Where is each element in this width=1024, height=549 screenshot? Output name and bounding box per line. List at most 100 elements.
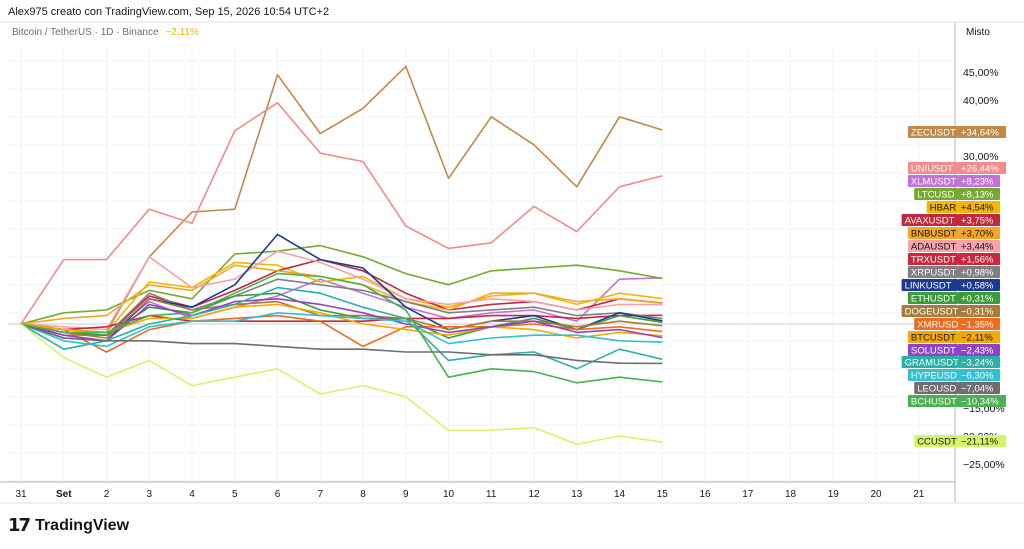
series-line-uniusdt[interactable] bbox=[20, 102, 663, 325]
x-tick-label: 13 bbox=[571, 489, 583, 500]
series-value-label: +8,23% bbox=[961, 177, 994, 188]
series-line-gramusdt[interactable] bbox=[20, 286, 663, 370]
x-tick-label: 9 bbox=[403, 489, 409, 500]
x-tick-label: 15 bbox=[657, 489, 669, 500]
series-tag-name: LEOUSD bbox=[917, 384, 956, 395]
series-lines bbox=[20, 65, 663, 446]
x-tick-label: Set bbox=[56, 489, 72, 500]
series-tag-name: BNBUSDT bbox=[911, 229, 957, 240]
series-line-adausdt[interactable] bbox=[20, 250, 663, 331]
series-tag-name: SOLUSDT bbox=[911, 346, 956, 357]
series-tag-hypeusd bbox=[907, 369, 958, 381]
series-value-label: −2,11% bbox=[961, 333, 993, 344]
series-value-tag-xrpusdt bbox=[958, 266, 1000, 278]
series-tag-ethusdt bbox=[907, 292, 958, 304]
series-line-dogeusdt[interactable] bbox=[20, 297, 663, 339]
y-tick-label: 30,00% bbox=[963, 151, 999, 163]
series-tag-avaxusdt bbox=[901, 214, 958, 226]
series-line-xrpusdt[interactable] bbox=[20, 278, 663, 337]
series-value-tag-hbar bbox=[958, 201, 1000, 213]
x-tick-label: 4 bbox=[189, 489, 195, 500]
series-line-zecusdt[interactable] bbox=[20, 65, 663, 334]
series-tag-linkusdt bbox=[901, 279, 958, 291]
series-tag-name: CCUSDT bbox=[917, 437, 957, 448]
x-tick-label: 5 bbox=[232, 489, 238, 500]
series-tag-name: GRAMUSDT bbox=[905, 358, 960, 369]
symbol-change: −2,11% bbox=[165, 27, 199, 38]
series-value-tag-hypeusd bbox=[958, 369, 1000, 381]
series-value-label: −3,24% bbox=[961, 358, 994, 369]
series-value-label: +34,64% bbox=[961, 128, 999, 139]
series-value-tag-btcusdt bbox=[958, 331, 1000, 343]
series-line-btcusdt[interactable] bbox=[20, 303, 663, 339]
series-line-ccusdt[interactable] bbox=[20, 323, 663, 446]
series-line-solusdt[interactable] bbox=[20, 297, 663, 342]
series-value-label: −0,31% bbox=[961, 307, 994, 318]
series-line-hbar[interactable] bbox=[20, 261, 663, 334]
x-tick-label: 17 bbox=[742, 489, 754, 500]
series-tag-name: XLMUSDT bbox=[911, 177, 957, 188]
x-tick-label: 14 bbox=[614, 489, 626, 500]
series-tag-name: BCHUSDT bbox=[911, 397, 957, 408]
series-tag-ltcusd bbox=[914, 188, 958, 200]
series-tag-gramusdt bbox=[901, 356, 958, 368]
x-tick-label: 6 bbox=[275, 489, 281, 500]
x-tick-label: 11 bbox=[486, 489, 497, 500]
series-value-tag-ltcusd bbox=[958, 188, 1000, 200]
series-tag-name: XRPUSDT bbox=[911, 268, 957, 279]
x-tick-label: 19 bbox=[828, 489, 840, 500]
series-tag-name: LTCUSD bbox=[917, 190, 954, 201]
series-line-linkusdt[interactable] bbox=[20, 233, 663, 342]
axis-frame bbox=[0, 21, 1024, 504]
series-value-label: −6,30% bbox=[961, 371, 994, 382]
series-value-label: −2,43% bbox=[961, 346, 994, 357]
x-tick-label: 20 bbox=[870, 489, 882, 500]
series-value-label: −7,04% bbox=[961, 384, 994, 395]
series-value-tag-avaxusdt bbox=[958, 214, 1000, 226]
series-value-tag-linkusdt bbox=[958, 279, 1000, 291]
series-tag-name: AVAXUSDT bbox=[905, 216, 955, 227]
series-tag-bnbusdt bbox=[907, 227, 958, 239]
series-tag-xmrusd bbox=[914, 318, 958, 330]
series-line-hypeusd[interactable] bbox=[20, 311, 663, 348]
series-line-bchusdt[interactable] bbox=[20, 272, 663, 384]
x-tick-label: 16 bbox=[699, 489, 711, 500]
symbol-name: Bitcoin / TetherUS · 1D · Binance bbox=[12, 27, 159, 38]
series-tag-name: HBAR bbox=[930, 203, 957, 214]
x-tick-label: 2 bbox=[104, 489, 110, 500]
series-value-label: +0,31% bbox=[961, 294, 994, 305]
series-value-label: +0,98% bbox=[961, 268, 994, 279]
series-tag-name: ZECUSDT bbox=[911, 128, 956, 139]
series-value-tag-trxusdt bbox=[958, 253, 1000, 265]
series-value-tag-bnbusdt bbox=[958, 227, 1000, 239]
series-tag-adausdt bbox=[907, 240, 958, 252]
x-tick-label: 18 bbox=[785, 489, 797, 500]
tradingview-logo[interactable]: 17 TradingView bbox=[8, 515, 129, 536]
x-tick-label: 31 bbox=[15, 489, 27, 500]
series-line-leousd[interactable] bbox=[20, 323, 663, 365]
y-tick-label: 45,00% bbox=[963, 67, 999, 79]
series-tag-btcusdt bbox=[907, 331, 958, 343]
series-value-tag-leousd bbox=[958, 382, 1000, 394]
series-value-tag-dogeusdt bbox=[958, 305, 1000, 317]
series-value-label: +3,44% bbox=[961, 242, 994, 253]
series-value-label: +3,70% bbox=[961, 229, 994, 240]
tradingview-mark-icon: 17 bbox=[8, 515, 31, 536]
series-value-label: +26,44% bbox=[961, 164, 999, 175]
series-tag-name: XMRUSD bbox=[917, 320, 958, 331]
series-value-tag-gramusdt bbox=[958, 356, 1000, 368]
series-value-label: −21,11% bbox=[961, 437, 999, 448]
series-tag-bchusdt bbox=[907, 395, 958, 407]
chart-byline: Alex975 creato con TradingView.com, Sep … bbox=[8, 6, 330, 18]
symbol-legend[interactable]: Bitcoin / TetherUS · 1D · Binance −2,11% bbox=[12, 27, 199, 38]
grid bbox=[8, 46, 955, 482]
price-scale-mode[interactable]: Misto bbox=[966, 27, 990, 38]
series-value-label: −1,35% bbox=[961, 320, 994, 331]
series-tag-leousd bbox=[914, 382, 958, 394]
series-value-tag-xmrusd bbox=[958, 318, 1000, 330]
series-tag-xrpusdt bbox=[907, 266, 958, 278]
series-tag-trxusdt bbox=[907, 253, 958, 265]
series-tag-ccusdt bbox=[914, 435, 958, 447]
series-tag-name: UNIUSDT bbox=[911, 164, 953, 175]
